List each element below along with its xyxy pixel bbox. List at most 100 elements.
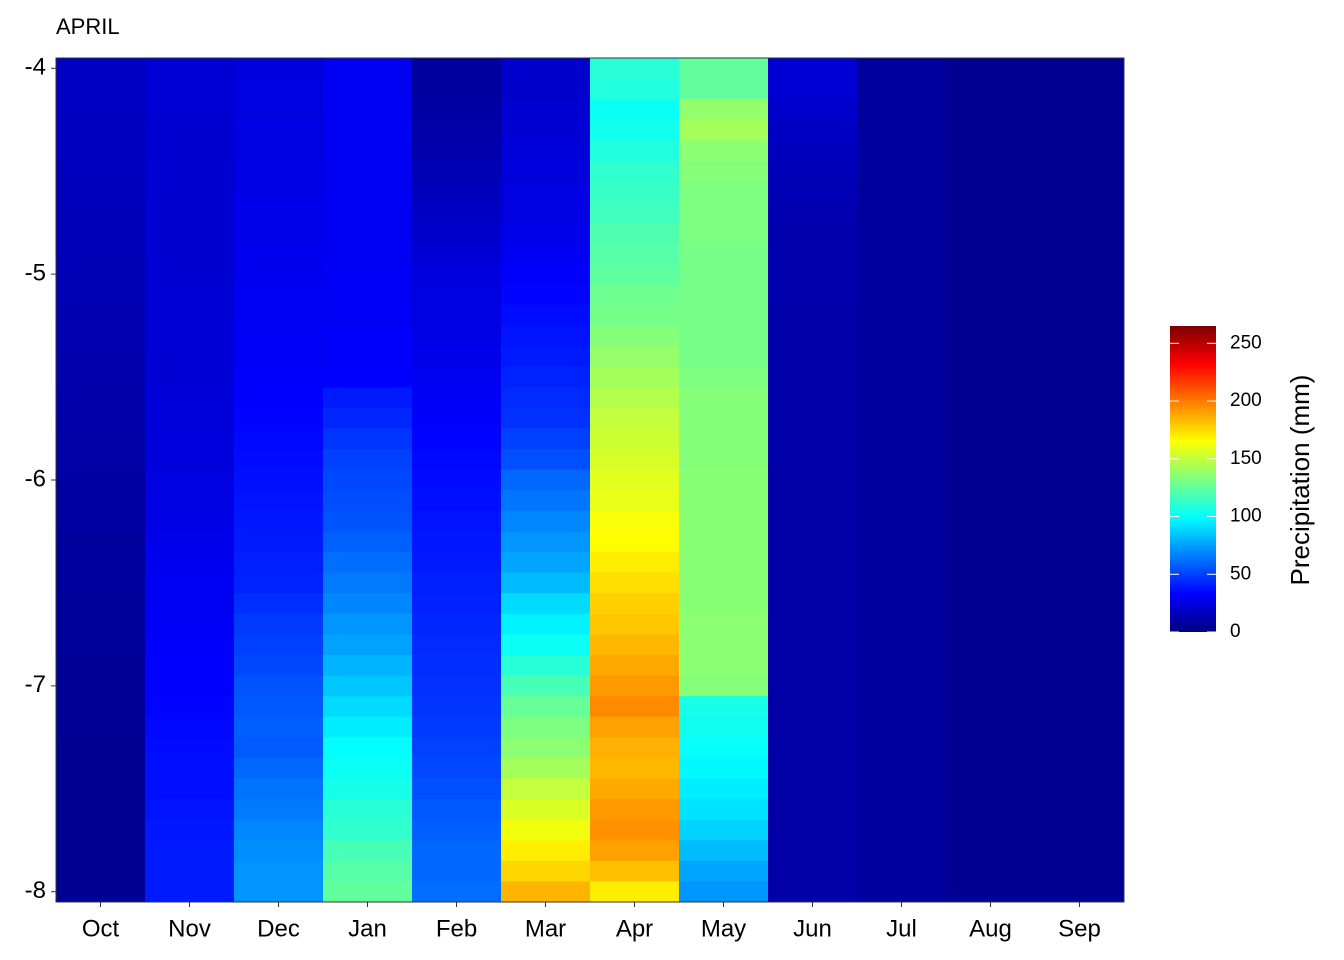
heat-cell [323,346,413,368]
heat-cell [679,119,769,141]
heat-cell [234,387,324,409]
heat-cell [679,654,769,677]
heat-cell [501,531,591,553]
heat-cell [768,284,858,306]
heat-cell [234,99,324,121]
heat-cell [234,593,324,615]
heat-cell [679,634,769,656]
heat-cell [768,78,858,100]
heat-cell [679,593,769,615]
heat-cell [946,593,1036,615]
heat-cell [501,140,591,162]
heat-cell [56,469,146,491]
heat-cell [590,119,680,141]
heat-cell [56,449,146,471]
heat-cell [145,490,235,512]
heat-cell [145,593,235,615]
heat-cell [946,572,1036,594]
heat-cell [768,778,858,800]
x-tick-label: Dec [257,915,300,942]
heat-cell [412,840,502,862]
heat-cell [768,407,858,430]
heat-cell [56,325,146,347]
heat-cell [946,634,1036,656]
heat-cell [145,263,235,285]
heat-cell [679,613,769,635]
x-tick-label: Apr [616,915,653,942]
heat-cell [768,222,858,244]
heat-cell [857,119,947,141]
heat-cell [323,181,413,203]
heat-cell [501,490,591,512]
heat-cell [590,757,680,779]
heat-cell [501,78,591,100]
heat-cell [946,58,1036,80]
heat-cell [323,654,413,677]
colorbar-tick-label: 150 [1230,448,1262,469]
heat-cell [768,757,858,779]
heat-cell [501,716,591,738]
heat-cell [145,510,235,532]
heat-cell [679,407,769,430]
heat-cell [1035,634,1125,656]
heat-cell [412,243,502,265]
heat-cell [56,840,146,862]
heat-cell [946,819,1036,841]
heat-cell [1035,140,1125,162]
colorbar-tick-label: 100 [1230,506,1262,527]
heat-cell [145,160,235,183]
heat-cell [768,160,858,183]
heat-cell [412,387,502,409]
heat-cell [679,202,769,224]
heat-cell [145,325,235,347]
heat-cell [768,119,858,141]
heat-cell [946,99,1036,121]
x-tick-label: Aug [969,915,1012,942]
heat-cell [768,181,858,203]
heat-cell [323,202,413,224]
x-tick-label: Jan [348,915,387,942]
x-tick-label: Nov [168,915,211,942]
heat-cell [1035,78,1125,100]
heat-cell [234,819,324,841]
heat-cell [145,531,235,553]
heat-cell [1035,531,1125,553]
heat-cell [590,778,680,800]
heat-cell [768,243,858,265]
heat-cell [234,325,324,347]
heat-cell [145,696,235,718]
heat-cell [234,222,324,244]
heat-cell [857,58,947,80]
heat-cell [145,881,235,903]
heat-cell [234,407,324,430]
heat-cell [1035,119,1125,141]
y-tick-label: -5 [25,259,46,286]
heat-cell [234,654,324,677]
heat-cell [501,613,591,635]
heat-cell [501,654,591,677]
colorbar-tick-label: 50 [1230,563,1251,584]
heat-cell [768,140,858,162]
heat-cell [501,346,591,368]
heat-cell [590,490,680,512]
heat-cell [412,510,502,532]
colorbar-tick-label: 0 [1230,621,1241,642]
heat-cell [145,449,235,471]
heat-cell [946,305,1036,327]
heat-cell [590,613,680,635]
heat-cell [56,140,146,162]
heat-cell [1035,510,1125,532]
heat-cell [857,428,947,450]
heat-cell [56,78,146,100]
heat-cell [234,799,324,821]
heat-cell [234,181,324,203]
heat-cell [234,346,324,368]
heat-cell [857,202,947,224]
heat-cell [1035,449,1125,471]
heat-cell [679,881,769,903]
heat-cell [857,572,947,594]
heat-cell [857,490,947,512]
heat-cell [323,490,413,512]
heat-cell [145,58,235,80]
